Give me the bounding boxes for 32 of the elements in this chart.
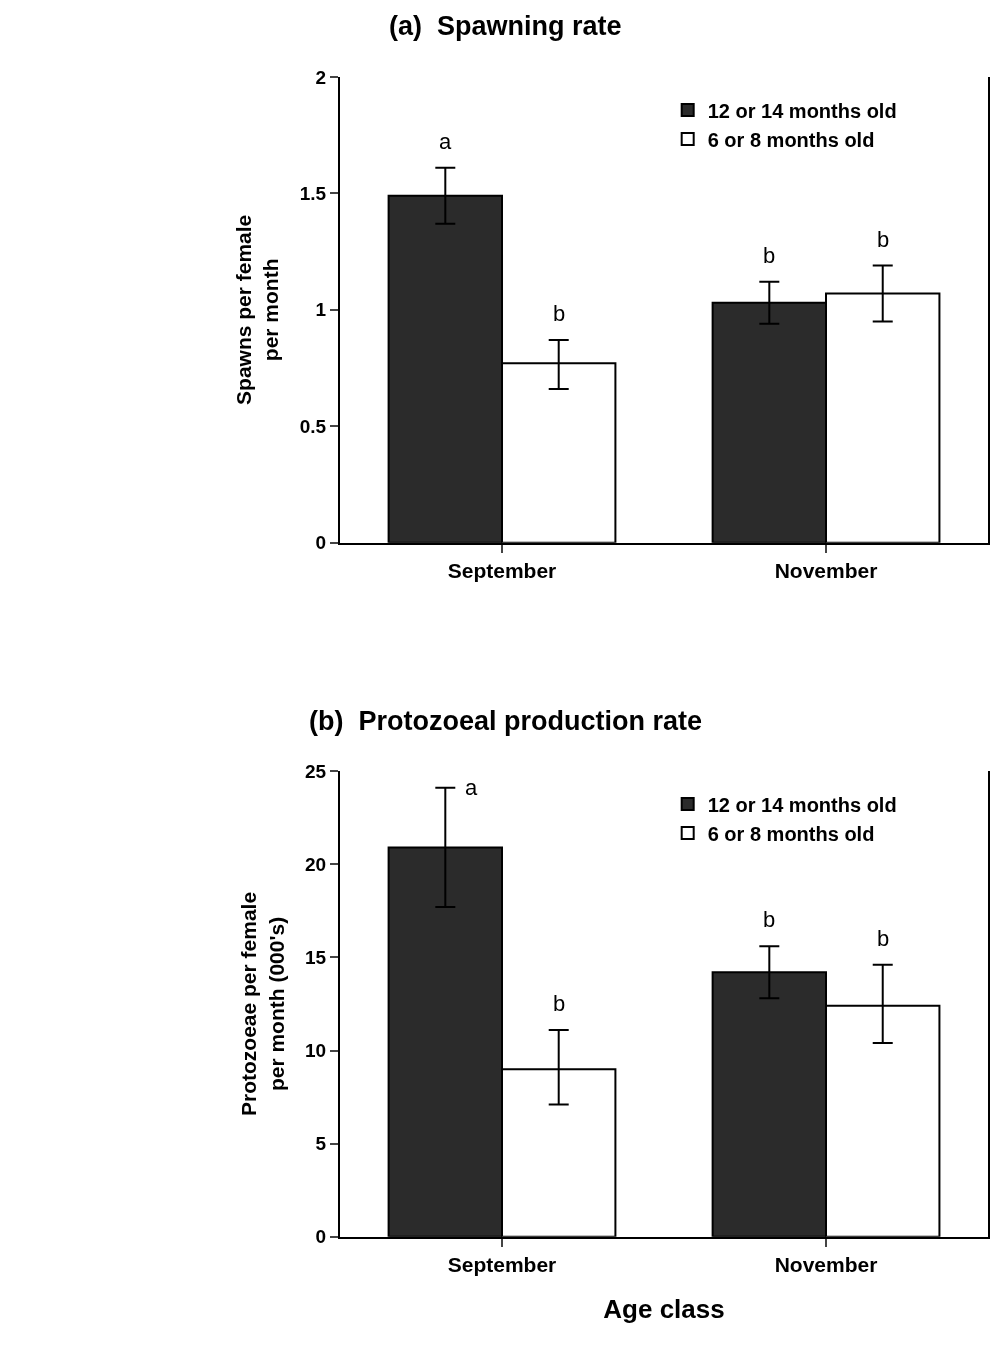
annotation: a <box>465 775 478 800</box>
annotation: b <box>553 301 566 326</box>
y-axis-title: Spawns per female per month <box>232 214 283 405</box>
annotation: a <box>439 129 452 154</box>
y-tick-label: 0 <box>315 532 327 554</box>
annotation: b <box>553 991 566 1016</box>
legend-label: 6 or 8 months old <box>707 822 875 845</box>
y-tick-label: 1.5 <box>299 183 327 205</box>
y-tick-label: 10 <box>305 1040 327 1062</box>
x-tick-label: September <box>447 1253 557 1277</box>
x-tick-label: November <box>774 1253 878 1277</box>
y-axis-title: Protozoeae per female per month (000's) <box>237 891 288 1116</box>
y-tick-label: 25 <box>305 760 327 782</box>
legend-label: 6 or 8 months old <box>707 128 875 151</box>
x-tick-label: November <box>774 558 878 582</box>
annotation: b <box>763 243 776 268</box>
legend-label: 12 or 14 months old <box>707 99 897 122</box>
y-tick-label: 2 <box>315 66 327 88</box>
annotation: b <box>763 907 776 932</box>
y-tick-label: 0 <box>315 1226 327 1248</box>
y-tick-label: 1 <box>315 299 327 321</box>
y-tick-label: 0.5 <box>299 415 327 437</box>
x-tick-label: September <box>447 558 557 582</box>
annotation: b <box>877 227 890 252</box>
chart-title: (a) Spawning rate <box>389 11 622 41</box>
x-axis-title: Age class <box>603 1294 725 1325</box>
legend-label: 12 or 14 months old <box>707 793 897 816</box>
y-tick-label: 15 <box>305 947 327 969</box>
annotation: b <box>877 926 890 951</box>
y-tick-label: 5 <box>315 1133 327 1155</box>
chart-title: (b) Protozoeal production rate <box>309 706 703 736</box>
y-tick-label: 20 <box>305 853 327 875</box>
